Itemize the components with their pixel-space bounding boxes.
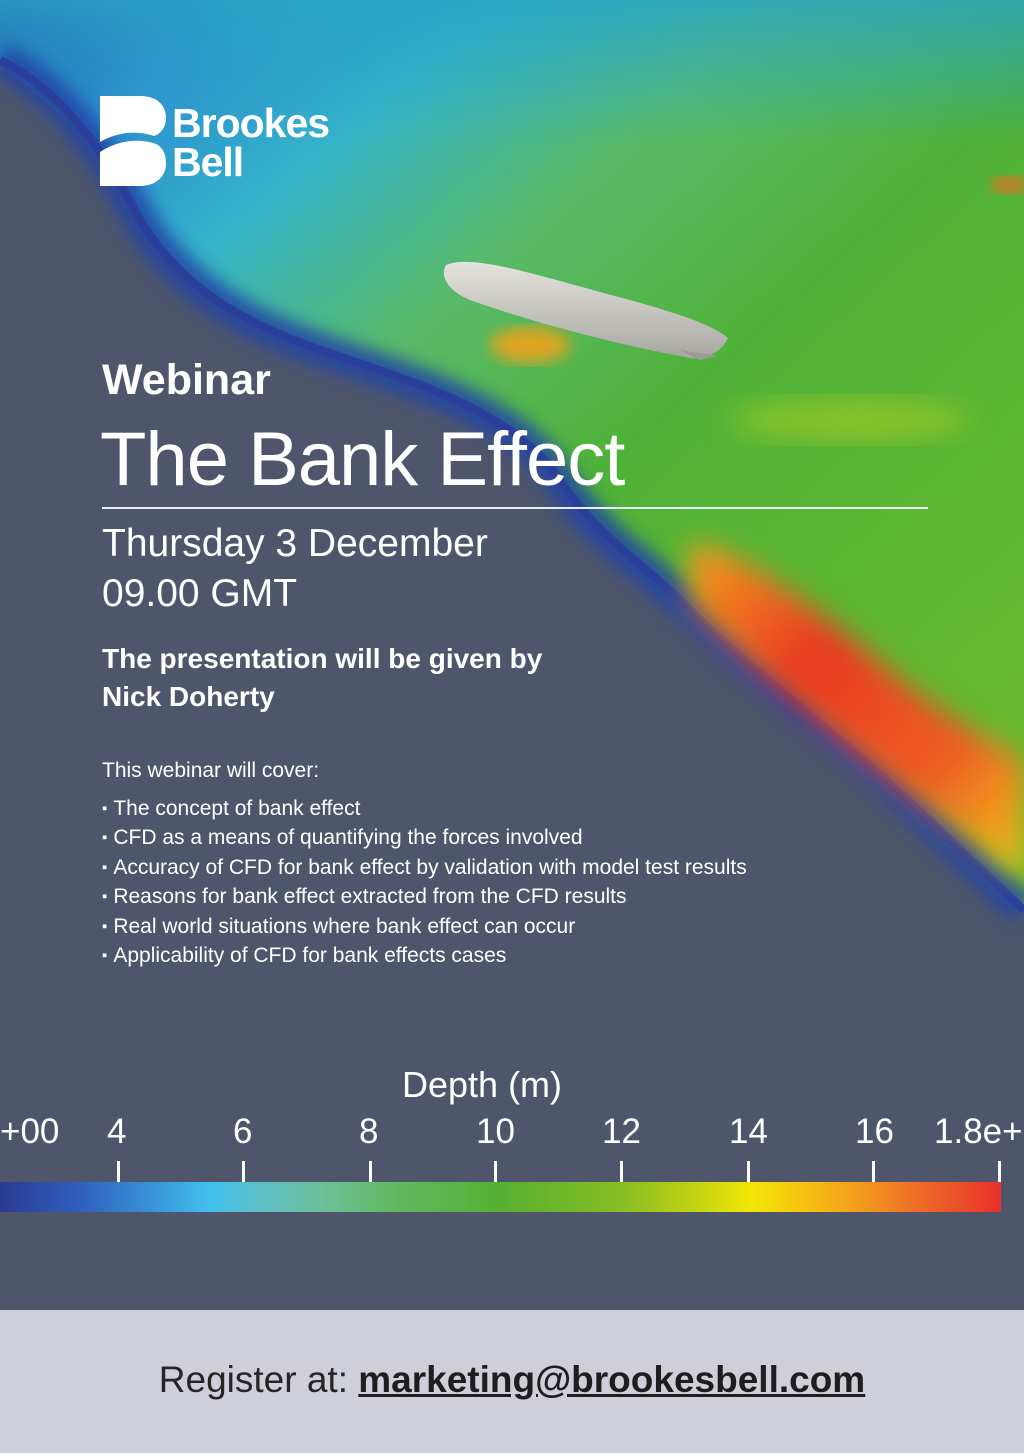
colorbar-tick: [369, 1161, 372, 1189]
colorbar-tick-label: 12: [602, 1112, 641, 1151]
register-email-link[interactable]: marketing@brookesbell.com: [358, 1359, 866, 1400]
event-date: Thursday 3 December: [102, 522, 488, 565]
topic-item: Real world situations where bank effect …: [102, 912, 747, 941]
footer-band: Register at: marketing@brookesbell.com: [0, 1310, 1024, 1453]
presenter-name: Nick Doherty: [102, 681, 275, 712]
cfd-depth-background: [0, 0, 1024, 923]
colorbar-tick-label: 14: [729, 1112, 768, 1151]
brookes-bell-logo: [100, 96, 166, 186]
logo-wordmark: Brookes Bell: [172, 103, 330, 185]
topics-list: The concept of bank effect CFD as a mean…: [102, 794, 747, 970]
colorbar-tick: [117, 1161, 120, 1189]
colorbar-tick-label: 6: [233, 1112, 253, 1151]
colorbar-tick-label: 16: [855, 1112, 894, 1151]
logo-wordmark-line2: Bell: [172, 139, 244, 185]
colorbar-tick-label: 1.8e+: [934, 1112, 1023, 1151]
event-title: The Bank Effect: [100, 417, 625, 502]
colorbar-tick: [620, 1161, 623, 1189]
colorbar-title: Depth (m): [402, 1064, 563, 1105]
topic-item: Accuracy of CFD for bank effect by valid…: [102, 853, 746, 882]
colorbar-tick: [747, 1161, 750, 1189]
event-kicker: Webinar: [102, 356, 271, 404]
topic-item: Reasons for bank effect extracted from t…: [102, 882, 747, 911]
depth-colorbar: [0, 1182, 1001, 1212]
topic-item: CFD as a means of quantifying the forces…: [102, 823, 747, 852]
colorbar-tick-label: 10: [476, 1112, 515, 1151]
colorbar-tick: [872, 1161, 875, 1189]
register-line: Register at: marketing@brookesbell.com: [0, 1359, 1024, 1401]
colorbar-tick: [242, 1161, 245, 1189]
topic-item: The concept of bank effect: [102, 794, 747, 823]
logo-wordmark-line1: Brookes: [172, 100, 330, 146]
colorbar-tick-label: +00: [0, 1112, 60, 1151]
event-time: 09.00 GMT: [102, 572, 298, 615]
title-divider: [102, 507, 928, 509]
colorbar-tick-label: 4: [107, 1112, 127, 1151]
presenter-intro: The presentation will be given by: [102, 643, 543, 674]
register-label: Register at:: [158, 1359, 359, 1400]
topics-intro: This webinar will cover:: [102, 759, 320, 782]
colorbar-tick-label: 8: [359, 1112, 379, 1151]
colorbar-tick: [494, 1161, 497, 1189]
colorbar-tick: [998, 1161, 1001, 1189]
topic-item: Applicability of CFD for bank effects ca…: [102, 941, 747, 970]
